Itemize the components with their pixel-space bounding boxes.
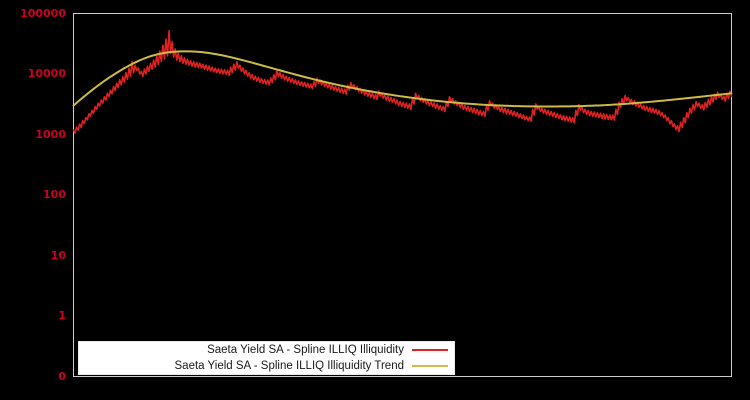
series-line-illiquidity	[72, 29, 733, 135]
y-axis-tick-label: 10	[50, 248, 66, 262]
y-axis-tick-label: 100000	[20, 6, 66, 20]
legend-item: Saeta Yield SA - Spline ILLIQ Illiquidit…	[79, 358, 454, 374]
legend-swatch-illiquidity-trend	[412, 365, 448, 367]
plot-frame	[73, 13, 732, 377]
y-axis-tick-label: 100	[43, 188, 66, 201]
legend-item: Saeta Yield SA - Spline ILLIQ Illiquidit…	[79, 342, 454, 358]
series-layer	[72, 29, 733, 135]
y-axis-tick-label: 1000	[35, 127, 66, 141]
chart-legend: Saeta Yield SA - Spline ILLIQ Illiquidit…	[78, 341, 455, 375]
legend-swatch-illiquidity	[412, 349, 448, 351]
y-axis-tick-label: 10000	[27, 67, 66, 80]
legend-item-label: Saeta Yield SA - Spline ILLIQ Illiquidit…	[207, 344, 404, 356]
y-axis-tick-label: 1	[58, 309, 66, 322]
y-axis-tick-label: 0	[58, 369, 66, 383]
legend-item-label: Saeta Yield SA - Spline ILLIQ Illiquidit…	[174, 360, 405, 372]
series-line-illiquidity-trend	[72, 50, 733, 108]
